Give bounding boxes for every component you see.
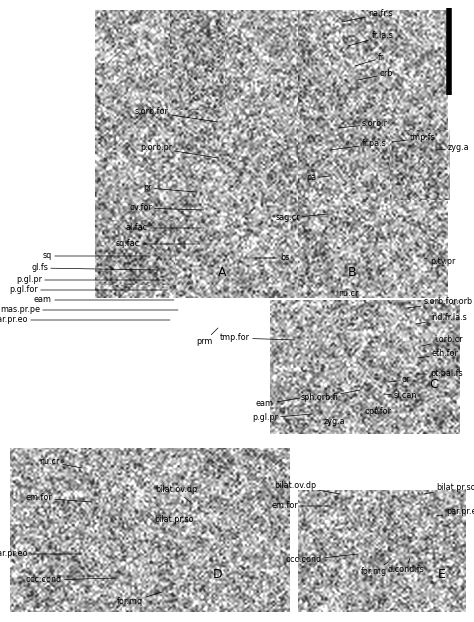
Text: pa: pa	[306, 174, 330, 182]
Text: occ.cond: occ.cond	[286, 554, 358, 565]
Text: sph.orb.fi: sph.orb.fi	[300, 390, 360, 402]
Text: eth.for: eth.for	[418, 350, 459, 358]
Text: for.mq: for.mq	[117, 592, 162, 606]
Text: fr.la.s: fr.la.s	[348, 32, 394, 46]
Text: D: D	[213, 567, 223, 580]
Text: s.orb.for: s.orb.for	[134, 108, 218, 122]
Text: na.fr.s: na.fr.s	[342, 9, 392, 22]
Text: ov.for: ov.for	[129, 203, 204, 213]
Text: tmp.fs: tmp.fs	[392, 134, 436, 142]
Text: or: or	[388, 376, 410, 384]
Text: sag.cr: sag.cr	[275, 213, 328, 223]
Text: occ.cond: occ.cond	[26, 575, 118, 585]
Text: eam: eam	[34, 295, 174, 305]
Text: gl.fs: gl.fs	[31, 264, 158, 272]
Text: s.orb.r: s.orb.r	[338, 119, 388, 129]
Text: bs: bs	[252, 254, 289, 262]
Text: orb: orb	[358, 70, 393, 80]
Text: par.pr.eo: par.pr.eo	[436, 508, 474, 516]
Text: pr: pr	[144, 183, 196, 192]
Text: par.pr.eo: par.pr.eo	[0, 549, 82, 559]
Text: bilat.pr.so: bilat.pr.so	[424, 483, 474, 494]
Text: p.gl.for: p.gl.for	[9, 285, 168, 294]
Text: p.gl.pr: p.gl.pr	[252, 414, 312, 422]
Text: em.for: em.for	[271, 501, 328, 511]
Text: par.pr.eo: par.pr.eo	[0, 315, 170, 325]
Text: p.orb.pr: p.orb.pr	[140, 144, 218, 158]
Text: opt.for: opt.for	[365, 406, 392, 417]
Text: prm: prm	[196, 328, 218, 346]
Text: i.orb.cr: i.orb.cr	[422, 335, 463, 346]
Text: E: E	[438, 567, 446, 580]
Text: bilat.ov.dp: bilat.ov.dp	[274, 481, 340, 494]
Text: p.gl.pr: p.gl.pr	[16, 276, 164, 284]
Text: fr: fr	[355, 53, 384, 66]
Text: eam: eam	[256, 398, 300, 409]
Text: pt.pal.fs: pt.pal.fs	[416, 369, 463, 379]
Text: B: B	[348, 266, 356, 279]
Text: si.can: si.can	[384, 391, 418, 401]
Text: em.for: em.for	[25, 493, 92, 503]
Text: bilat.ov.dp: bilat.ov.dp	[155, 486, 197, 502]
Text: zyg.a: zyg.a	[436, 144, 470, 152]
Text: A: A	[218, 266, 226, 279]
Text: for.mg: for.mg	[361, 562, 388, 577]
Text: mas.pr.pe: mas.pr.pe	[0, 305, 178, 315]
Text: ind.fr.la.s: ind.fr.la.s	[416, 313, 467, 324]
Text: sq.fac: sq.fac	[116, 239, 200, 249]
Text: p.ty.pr: p.ty.pr	[424, 258, 456, 266]
Text: d.cond.fs: d.cond.fs	[388, 558, 424, 575]
Text: sq: sq	[43, 251, 150, 261]
Text: fr.pa.s: fr.pa.s	[330, 139, 387, 150]
Text: C: C	[429, 378, 438, 391]
Text: al.fac: al.fac	[126, 223, 204, 233]
Text: nu.cr: nu.cr	[338, 286, 358, 299]
Text: tmp.for: tmp.for	[220, 333, 295, 343]
Text: nu.cr: nu.cr	[40, 458, 82, 468]
Text: zyg.a: zyg.a	[323, 414, 350, 427]
Text: bilat.pr.so: bilat.pr.so	[154, 516, 198, 524]
Text: s.orb.for.orb: s.orb.for.orb	[408, 297, 473, 308]
